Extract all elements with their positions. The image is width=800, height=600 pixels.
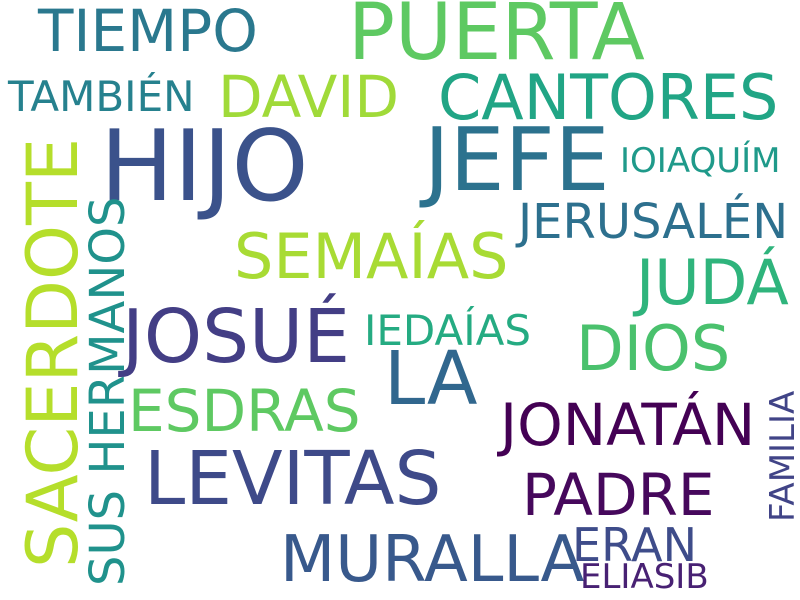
- word-la: LA: [384, 336, 478, 422]
- word-ioiaquim: IOIAQUÍM: [620, 141, 781, 181]
- word-sacerdote: SACERDOTE: [12, 137, 94, 568]
- word-esdras: ESDRAS: [128, 377, 361, 445]
- word-levitas: LEVITAS: [144, 436, 442, 522]
- word-familia: FAMILIA: [763, 390, 800, 522]
- word-muralla: MURALLA: [280, 523, 585, 597]
- word-jefe: JEFE: [424, 109, 610, 211]
- word-puerta: PUERTA: [348, 0, 645, 78]
- word-dios: DIOS: [576, 312, 731, 385]
- word-tambien: TAMBIÉN: [8, 72, 195, 121]
- word-padre: PADRE: [522, 461, 715, 529]
- word-eliasib: ELIASIB: [580, 557, 709, 597]
- word-hijo: HIJO: [100, 110, 309, 224]
- word-jonatan: JONATÁN: [500, 391, 756, 459]
- word-iedaias: IEDAÍAS: [364, 306, 532, 355]
- word-josue: JOSUÉ: [122, 294, 350, 380]
- word-sus-hermanos: SUS HERMANOS: [80, 196, 136, 586]
- word-cantores: CANTORES: [438, 61, 779, 134]
- word-tiempo: TIEMPO: [38, 0, 258, 65]
- word-semaias: SEMAÍAS: [234, 220, 509, 293]
- word-david: DAVID: [218, 63, 400, 131]
- word-eran: ERAN: [572, 518, 698, 572]
- word-jerusalen: JERUSALÉN: [518, 194, 789, 250]
- word-juda: JUDÁ: [636, 246, 789, 319]
